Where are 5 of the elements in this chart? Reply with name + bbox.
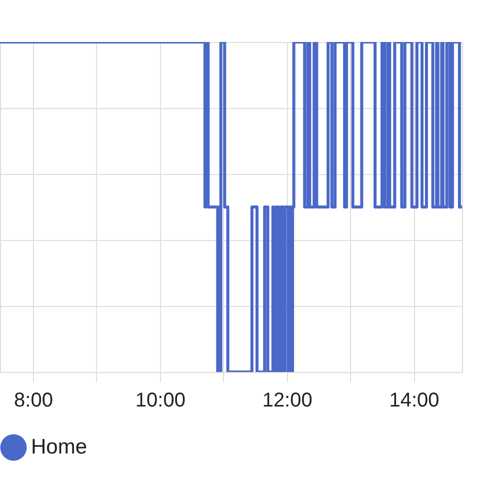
- x-tick-label: 14:00: [389, 390, 440, 412]
- legend-label: Home: [31, 436, 88, 458]
- x-tick-label: 10:00: [135, 390, 186, 412]
- x-tick-label: 12:00: [262, 390, 312, 412]
- x-tick-label: 8:00: [14, 390, 53, 412]
